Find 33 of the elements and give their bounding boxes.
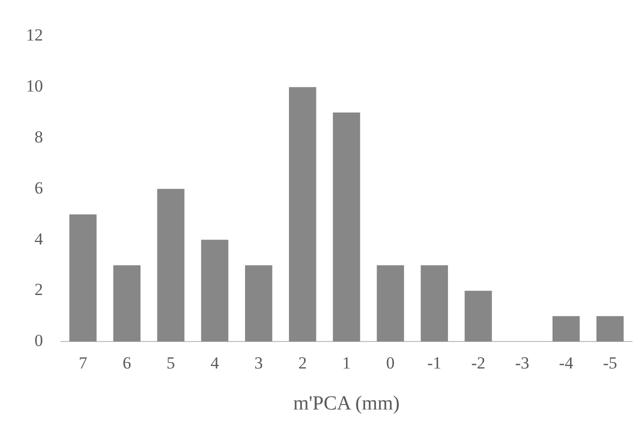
bar (420, 265, 448, 342)
bar (69, 214, 97, 342)
y-tick-label: 4 (34, 229, 44, 248)
x-tick-label: -5 (602, 353, 618, 372)
bar (201, 240, 228, 342)
x-tick-label: 6 (122, 353, 132, 372)
x-tick-label: 5 (166, 353, 176, 372)
y-tick-label: 12 (26, 26, 43, 45)
x-tick-label: 2 (298, 353, 307, 372)
bar (113, 265, 140, 342)
y-tick-label: 8 (34, 127, 43, 146)
x-tick-label: 0 (386, 353, 395, 372)
y-tick-label: 0 (34, 331, 43, 350)
bar (464, 290, 492, 342)
bar (157, 188, 184, 342)
bar (552, 316, 580, 342)
x-tick-label: -3 (515, 353, 530, 372)
y-tick-label: 10 (26, 76, 43, 96)
bar (245, 265, 272, 342)
bar (596, 316, 624, 342)
y-tick-label: 6 (34, 178, 43, 198)
x-tick-label: 3 (254, 353, 263, 372)
x-tick-label: -1 (427, 353, 442, 372)
x-tick-label: -2 (471, 353, 486, 372)
x-tick-label: 7 (78, 353, 88, 372)
bar (288, 87, 316, 342)
x-axis-title: m'PCA (mm) (293, 392, 400, 414)
x-tick-label: 1 (342, 353, 351, 372)
bar (376, 265, 404, 342)
x-tick-label: -4 (559, 353, 574, 372)
x-tick-label: 4 (210, 353, 220, 372)
bar (332, 112, 360, 342)
y-tick-label: 2 (34, 280, 43, 300)
